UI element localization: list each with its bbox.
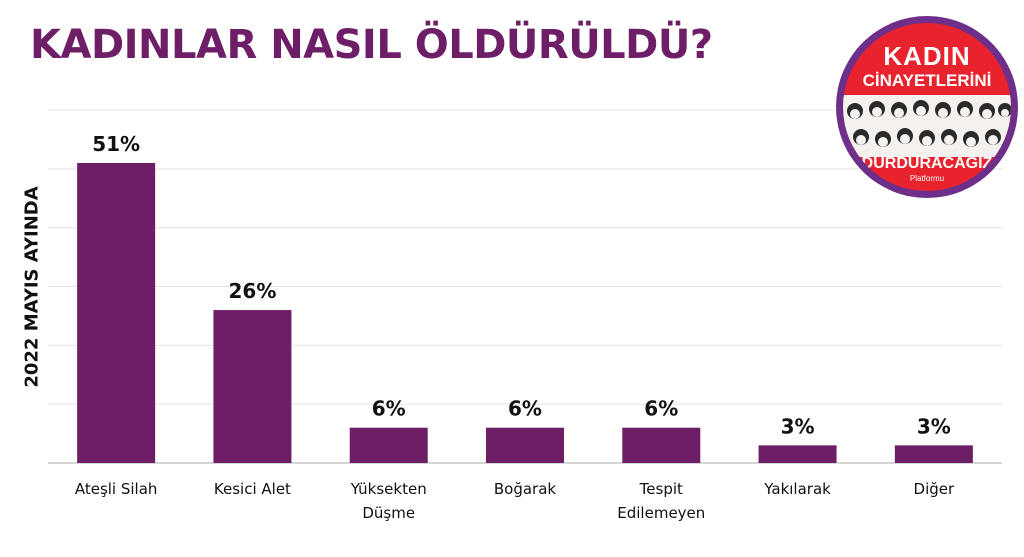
- chart-title: KADINLAR NASIL ÖLDÜRÜLDÜ?: [30, 22, 713, 68]
- logo-badge: KADIN CİNAYETLERİNİ DURDURACAĞIZ Platfor…: [843, 23, 1011, 191]
- x-tick-label-line: Düşme: [362, 504, 415, 522]
- data-label: 6%: [508, 397, 542, 421]
- logo-line-2: CİNAYETLERİNİ: [862, 71, 992, 90]
- x-tick-label: Diğer: [914, 480, 955, 498]
- x-tick-label: Kesici Alet: [214, 480, 291, 498]
- x-tick-label: Boğarak: [494, 480, 557, 498]
- logo-faces-illustration: [843, 95, 1011, 157]
- data-label: 3%: [917, 414, 951, 438]
- bar: [213, 310, 292, 463]
- logo-line-3: DURDURACAĞIZ: [861, 155, 993, 172]
- bar: [758, 445, 837, 463]
- x-tick-label: Ateşli Silah: [75, 480, 158, 498]
- x-tick-label-line: Edilemeyen: [617, 504, 705, 522]
- data-label: 6%: [372, 397, 406, 421]
- data-label: 6%: [644, 397, 678, 421]
- x-tick-label: Tespit Edilemeyen: [617, 480, 705, 522]
- bar: [486, 427, 564, 463]
- data-label: 26%: [228, 279, 276, 303]
- x-tick-label-line: Tespit: [639, 480, 683, 498]
- x-tick-label-line: Ateşli Silah: [75, 480, 158, 498]
- data-label: 3%: [781, 414, 815, 438]
- x-tick-label-line: Boğarak: [494, 480, 557, 498]
- logo-line-1: KADIN: [883, 41, 971, 71]
- x-tick-label-line: Yüksekten: [350, 480, 427, 498]
- logo-line-4: Platformu: [909, 174, 945, 183]
- bar: [349, 427, 428, 463]
- x-tick-label: Yakılarak: [763, 480, 831, 498]
- bar: [77, 162, 156, 463]
- data-label: 51%: [92, 132, 140, 156]
- x-tick-label-line: Yakılarak: [763, 480, 831, 498]
- x-tick-label-line: Diğer: [914, 480, 955, 498]
- bar: [622, 427, 701, 463]
- x-tick-label-line: Kesici Alet: [214, 480, 291, 498]
- bar: [894, 445, 973, 463]
- x-tick-label: Yüksekten Düşme: [350, 480, 427, 522]
- platform-logo: KADIN CİNAYETLERİNİ DURDURACAĞIZ Platfor…: [836, 16, 1018, 198]
